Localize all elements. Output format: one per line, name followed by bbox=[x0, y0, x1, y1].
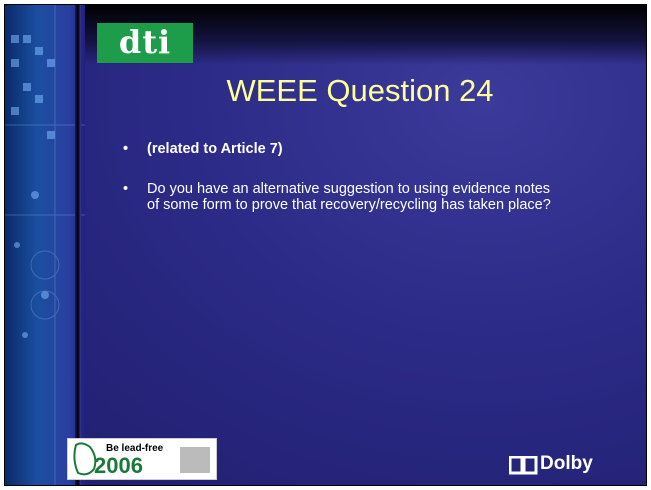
bullet-text: (related to Article 7) bbox=[147, 141, 557, 157]
brand-icon bbox=[509, 456, 539, 476]
brand: Dolby bbox=[540, 453, 593, 475]
slide-title: WEEE Question 24 bbox=[165, 73, 555, 109]
slide: dti WEEE Question 24 •(related to Articl… bbox=[4, 4, 647, 486]
side-strip bbox=[5, 5, 85, 485]
badge-year: 2006 bbox=[94, 453, 143, 479]
lead-free-badge: Be lead-free 2006 bbox=[67, 438, 217, 480]
page: {"logo": "dti", "title": "WEEE Question … bbox=[0, 0, 651, 490]
strip-decoration bbox=[5, 5, 85, 485]
logo: dti bbox=[97, 23, 193, 63]
strip-edge bbox=[75, 5, 81, 485]
bullet-text: Do you have an alternative suggestion to… bbox=[147, 181, 557, 213]
badge-mark bbox=[180, 447, 210, 473]
